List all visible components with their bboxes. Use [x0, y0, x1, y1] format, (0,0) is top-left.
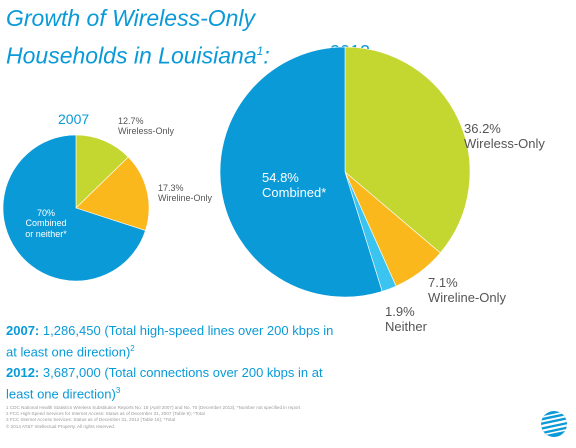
footnote-3: 3 FCC Internet Access Services: Status a…	[6, 417, 176, 423]
label-2012-combined-name: Combined*	[262, 184, 327, 200]
title-line-1: Growth of Wireless-Only	[6, 5, 256, 31]
label-2007-wireline-name: Wireline-Only	[158, 193, 213, 204]
label-2012-wireless: 36.2% Wireless-Only	[464, 121, 545, 152]
pie-2012-slice-combined	[219, 46, 383, 298]
label-2012-neither-pct: 1.9%	[385, 304, 415, 319]
title-colon: :	[263, 42, 270, 69]
pie-2012-slice-wireless-only	[344, 46, 471, 254]
note-2012-text: 3,687,000 (Total connections over 200 kb…	[6, 365, 323, 402]
label-2007-wireless-pct: 12.7%	[118, 116, 144, 126]
label-2012-combined: 54.8% Combined*	[262, 170, 327, 201]
note-2007-year: 2007:	[6, 323, 40, 338]
att-globe-icon	[541, 411, 567, 437]
pie-2007-slice-wireline-only	[75, 156, 150, 231]
title-footnote-mark: 1	[256, 44, 264, 58]
note-2012-sup: 3	[115, 386, 121, 395]
label-2012-wireline: 7.1% Wireline-Only	[428, 275, 507, 306]
pie-2007-title: 2007	[58, 111, 90, 127]
label-2012-wireline-name: Wireline-Only	[428, 289, 507, 305]
note-2007: 2007: 1,286,450 (Total high-speed lines …	[6, 322, 336, 361]
label-2007-wireless: 12.7% Wireless-Only	[118, 116, 174, 137]
note-2012-year: 2012:	[6, 365, 40, 380]
pie-2007-slice-combined-or-neither	[2, 134, 146, 282]
copyright: © 2014 AT&T Intellectual Property. All r…	[6, 423, 116, 429]
note-2007-sup: 2	[130, 344, 135, 353]
note-2012: 2012: 3,687,000 (Total connections over …	[6, 364, 336, 403]
label-2007-combined-name-1: Combined	[25, 218, 67, 229]
footnote-2: 2 FCC High-Speed Services for Internet A…	[6, 411, 205, 417]
label-2012-combined-pct: 54.8%	[262, 170, 299, 185]
label-2012-wireless-name: Wireless-Only	[464, 135, 545, 151]
label-2012-neither: 1.9% Neither	[385, 304, 427, 335]
footnote-1: 1 CDC National Health Statistics Wireles…	[6, 405, 301, 410]
label-2007-combined-name-2: or neither*	[25, 228, 67, 239]
title-line-2: Households in Louisiana	[6, 42, 257, 69]
page-title: Growth of Wireless-Only Households in Lo…	[6, 2, 336, 73]
label-2007-wireline-pct: 17.3%	[158, 183, 184, 193]
pie-2007-slice-wireless-only	[75, 134, 129, 209]
label-2012-wireline-pct: 7.1%	[428, 275, 458, 290]
label-2007-wireline: 17.3% Wireline-Only	[158, 183, 212, 204]
note-2007-text: 1,286,450 (Total high-speed lines over 2…	[6, 323, 334, 360]
footnotes: 1 CDC National Health Statistics Wireles…	[6, 405, 406, 430]
label-2007-combined-pct: 70%	[36, 208, 55, 218]
label-2007-combined: 70% Combined or neither*	[24, 208, 68, 239]
label-2012-neither-name: Neither	[385, 318, 427, 334]
label-2007-wireless-name: Wireless-Only	[118, 126, 175, 137]
label-2012-wireless-pct: 36.2%	[464, 121, 501, 136]
